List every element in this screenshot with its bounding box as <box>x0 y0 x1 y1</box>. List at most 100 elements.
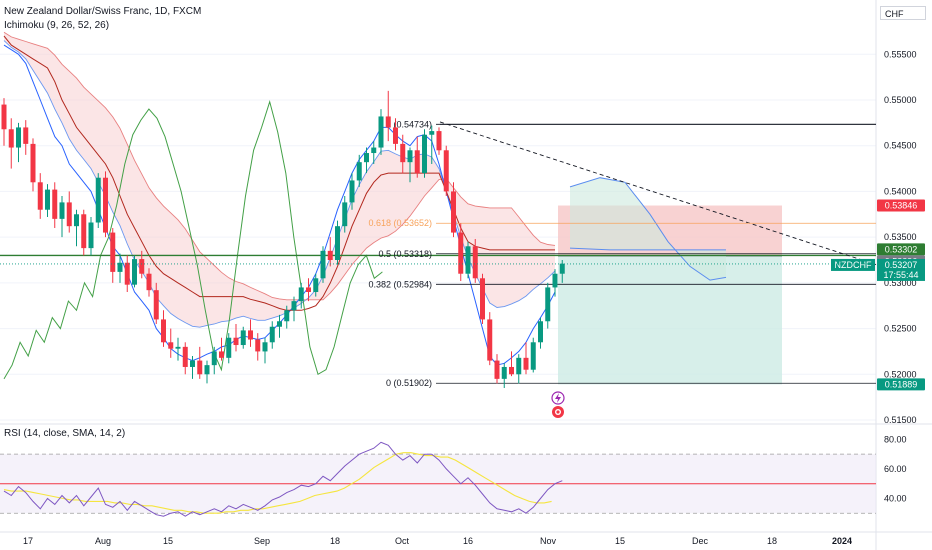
candle <box>269 321 275 349</box>
candle <box>422 129 427 178</box>
candle <box>327 237 333 267</box>
candle <box>124 255 130 292</box>
candle <box>306 278 311 302</box>
symbol-tag: NZDCHF <box>835 260 872 270</box>
candle <box>465 241 471 279</box>
candle <box>552 269 558 297</box>
candle <box>443 145 449 196</box>
countdown-label: 17:55:44 <box>883 270 918 280</box>
time-tick: 18 <box>330 536 340 546</box>
candle-body <box>465 246 471 274</box>
price-tick: 0.53500 <box>884 232 917 242</box>
candle-body <box>538 321 543 343</box>
time-tick: Aug <box>95 536 111 546</box>
fib-level-label: 0 (0.51902) <box>386 378 432 388</box>
candle-body <box>182 346 188 367</box>
candle-body <box>110 232 116 272</box>
price-tick: 0.52500 <box>884 324 917 334</box>
candle-body <box>16 127 21 148</box>
candle-body <box>364 153 369 163</box>
candle-body <box>552 273 558 288</box>
future-span-a <box>569 177 727 281</box>
candle <box>1 98 7 146</box>
rsi-title[interactable]: RSI (14, close, SMA, 14, 2) <box>4 428 126 439</box>
candle-body <box>516 357 522 375</box>
fib-level-label: 0.5 (0.53318) <box>378 249 432 259</box>
candle <box>175 337 181 361</box>
candle-body <box>190 360 195 367</box>
candle <box>509 351 514 377</box>
target-price-label: 0.51889 <box>885 379 918 389</box>
candle-body <box>349 180 355 203</box>
candle <box>240 326 246 349</box>
candle-body <box>153 290 159 320</box>
price-tick: 0.52000 <box>884 369 917 379</box>
fib-level-label: 0.618 (0.53652) <box>368 218 432 228</box>
candle <box>277 314 282 338</box>
candle <box>451 182 456 238</box>
candle <box>45 184 50 218</box>
last-price-label: 0.53207 <box>885 260 918 270</box>
candle <box>197 346 203 379</box>
candle-body <box>327 250 333 260</box>
candle-body <box>472 246 478 279</box>
candle-body <box>168 342 174 349</box>
candle <box>538 317 543 349</box>
candle-body <box>407 150 413 163</box>
candle <box>132 255 137 288</box>
candle-body <box>103 177 108 233</box>
candle-body <box>436 131 442 151</box>
candle-body <box>530 342 536 370</box>
candle <box>95 173 101 228</box>
candle <box>313 273 319 297</box>
candle <box>37 173 43 219</box>
price-axis: 0.55500 0.55000 0.54500 0.54000 0.53500 0.530… <box>884 49 917 503</box>
candle <box>117 253 123 283</box>
candle-body <box>480 278 485 320</box>
currency-button[interactable]: CHF <box>880 6 926 20</box>
candle <box>494 354 500 384</box>
event-icons[interactable] <box>551 391 565 418</box>
candle-body <box>88 222 94 249</box>
lightning-icon <box>551 391 565 405</box>
candle <box>530 337 536 373</box>
candle <box>472 238 478 283</box>
candle <box>146 268 152 297</box>
candle <box>356 154 362 187</box>
candle <box>400 134 406 174</box>
indicator-title[interactable]: Ichimoku (9, 26, 52, 26) <box>4 20 110 31</box>
future-span-b <box>569 247 726 251</box>
lagging-span <box>3 100 383 380</box>
candle <box>182 342 188 375</box>
candle <box>298 282 304 309</box>
candle <box>320 246 326 283</box>
candle <box>487 312 493 366</box>
candle <box>81 209 87 256</box>
rsi-tick: 40.00 <box>884 493 907 503</box>
candle-body <box>277 321 282 327</box>
time-tick: Nov <box>540 536 557 546</box>
symbol-title[interactable]: New Zealand Dollar/Swiss Franc, 1D, FXCM <box>4 6 202 17</box>
candle-body <box>451 191 456 233</box>
fibonacci-retracement[interactable]: 1 (0.54734) 0.618 (0.53652) 0.5 (0.53318) 0… <box>368 119 876 388</box>
time-axis: 17 Aug 15 Sep 18 Oct 16 Nov 15 Dec 18 2024 <box>23 536 852 546</box>
candle <box>59 196 65 238</box>
candle <box>262 337 268 364</box>
price-tick: 0.54000 <box>884 186 917 196</box>
candle <box>501 363 507 388</box>
candle <box>88 217 94 256</box>
candle <box>371 141 377 164</box>
price-tick: 0.55000 <box>884 95 917 105</box>
candle <box>385 90 391 142</box>
candle <box>291 296 297 322</box>
candle-body <box>211 351 217 366</box>
candle-body <box>509 366 514 375</box>
candle <box>378 109 384 155</box>
candle-body <box>1 104 7 130</box>
candle <box>393 118 398 151</box>
candle-body <box>523 357 529 370</box>
time-tick: Dec <box>692 536 709 546</box>
rsi-sma-line <box>3 452 552 514</box>
candle <box>52 182 58 228</box>
